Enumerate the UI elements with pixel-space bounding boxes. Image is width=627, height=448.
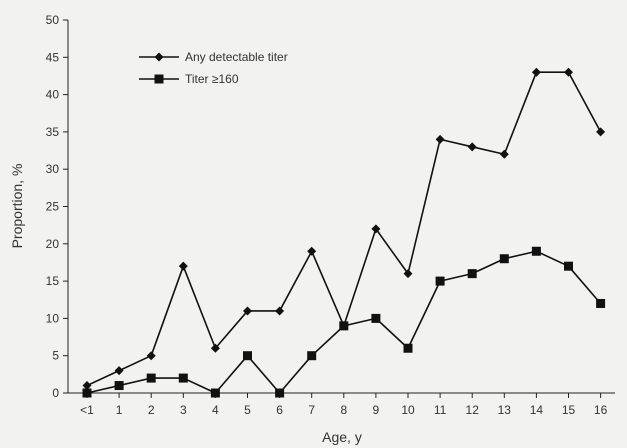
- x-tick-label: 16: [594, 403, 608, 417]
- y-tick-label: 25: [46, 200, 60, 214]
- legend-item: Titer ≥160: [139, 72, 239, 86]
- data-point-square: [564, 261, 573, 271]
- x-axis-ticks: <1 1 2 3 4 5 6 7 8 9 10 11 12 13 14 15 16: [80, 393, 608, 417]
- y-axis-title: Proportion, %: [9, 164, 25, 249]
- data-point-diamond: [307, 246, 317, 256]
- x-tick-label: 2: [148, 403, 155, 417]
- x-axis-title: Age, y: [322, 429, 362, 445]
- x-tick-label: 3: [180, 403, 187, 417]
- x-tick-label: 14: [530, 403, 544, 417]
- data-point-diamond: [371, 224, 381, 234]
- data-point-square: [114, 381, 124, 391]
- x-tick-label: 11: [434, 403, 447, 417]
- data-point-square: [403, 343, 413, 353]
- y-tick-label: 5: [52, 349, 59, 363]
- x-tick-label: 15: [562, 403, 576, 417]
- data-point-diamond: [564, 67, 573, 77]
- data-point-diamond: [596, 127, 606, 137]
- data-point-square: [531, 246, 541, 256]
- data-point-square: [178, 373, 188, 383]
- y-tick-label: 15: [46, 274, 60, 288]
- series-line: [86, 71, 602, 387]
- series-layer: [82, 67, 606, 398]
- data-point-square: [275, 388, 285, 398]
- data-point-diamond: [403, 269, 413, 279]
- data-point-square: [339, 321, 349, 331]
- legend-label: Titer ≥160: [185, 72, 239, 86]
- data-point-diamond: [114, 366, 124, 376]
- data-point-diamond: [82, 381, 92, 391]
- data-point-diamond: [467, 142, 477, 152]
- legend-marker-diamond: [154, 52, 164, 62]
- data-point-diamond: [178, 261, 188, 271]
- data-point-diamond: [275, 306, 285, 316]
- x-tick-label: 4: [212, 403, 219, 417]
- series-any-detectable-titer: [82, 67, 606, 391]
- data-point-square: [435, 276, 445, 286]
- y-tick-label: 35: [46, 125, 60, 139]
- data-point-diamond: [210, 343, 220, 353]
- legend-label: Any detectable titer: [185, 50, 288, 64]
- x-tick-label: 5: [244, 403, 251, 417]
- data-point-diamond: [531, 67, 541, 77]
- legend-marker-square: [154, 74, 164, 84]
- x-tick-label: <1: [80, 403, 94, 417]
- y-tick-label: 10: [46, 311, 60, 325]
- data-point-square: [596, 298, 606, 308]
- legend: Any detectable titer Titer ≥160: [139, 50, 288, 86]
- x-tick-label: 6: [276, 403, 283, 417]
- legend-item: Any detectable titer: [139, 50, 288, 64]
- data-point-square: [210, 388, 220, 398]
- x-tick-label: 8: [340, 403, 347, 417]
- x-tick-label: 12: [466, 403, 480, 417]
- y-axis-ticks: 0 5 10 15 20 25 30 35 40 45 50: [46, 13, 68, 400]
- data-point-diamond: [499, 149, 509, 159]
- y-tick-label: 50: [46, 13, 60, 27]
- data-point-diamond: [243, 306, 252, 316]
- y-tick-label: 30: [46, 162, 60, 176]
- x-tick-label: 9: [373, 403, 380, 417]
- x-tick-label: 7: [308, 403, 315, 417]
- x-tick-label: 13: [498, 403, 512, 417]
- data-point-diamond: [435, 134, 445, 144]
- y-tick-label: 20: [46, 237, 60, 251]
- y-tick-label: 45: [46, 50, 60, 64]
- series-titer-160: [82, 246, 606, 398]
- data-point-square: [146, 373, 156, 383]
- y-tick-label: 40: [46, 88, 60, 102]
- data-point-diamond: [146, 351, 156, 361]
- data-point-square: [467, 269, 477, 279]
- x-tick-label: 1: [116, 403, 123, 417]
- data-point-square: [499, 254, 509, 264]
- x-tick-label: 10: [401, 403, 415, 417]
- data-point-square: [371, 313, 381, 323]
- data-point-square: [307, 351, 317, 361]
- data-point-square: [243, 351, 252, 361]
- y-tick-label: 0: [52, 386, 59, 400]
- data-point-square: [82, 388, 92, 398]
